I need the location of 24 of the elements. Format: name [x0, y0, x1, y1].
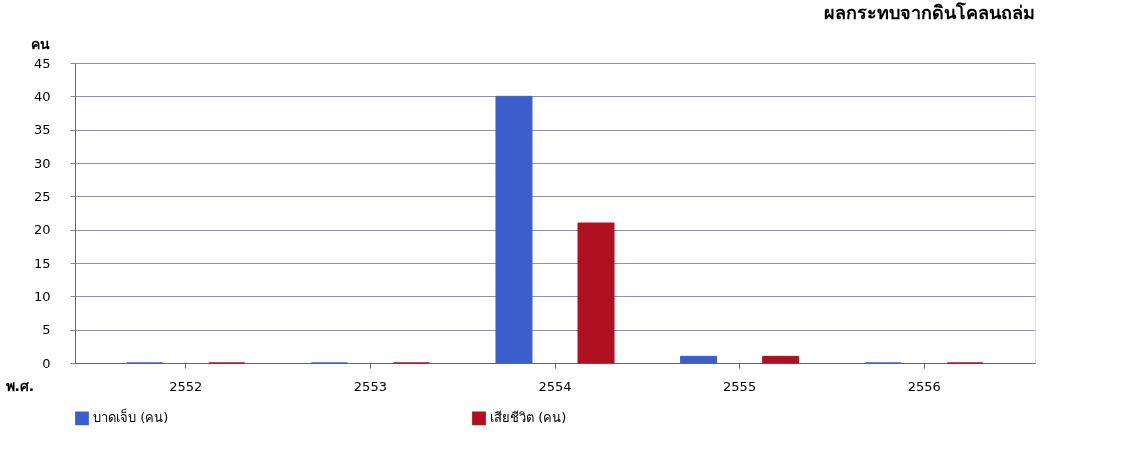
y-tick-label: 0	[42, 355, 51, 371]
y-tick-label: 40	[33, 88, 51, 104]
bar	[762, 355, 800, 364]
bar	[495, 95, 533, 364]
y-tick-label: 20	[33, 222, 51, 238]
y-tick-label: 5	[42, 322, 51, 338]
bar	[680, 355, 718, 364]
x-axis-title: พ.ศ.	[5, 377, 35, 394]
x-tick-label: 2556	[907, 378, 941, 394]
y-tick-label: 25	[33, 188, 51, 204]
bar	[577, 222, 615, 364]
legend-label: บาดเจ็บ (คน)	[93, 408, 169, 426]
x-tick-label: 2554	[538, 378, 572, 394]
y-tick-label: 15	[33, 255, 51, 271]
x-tick-label: 2552	[169, 378, 203, 394]
legend-label: เสียชีวิต (คน)	[490, 410, 567, 426]
x-tick-label: 2553	[353, 378, 387, 394]
y-tick-label: 35	[33, 122, 51, 138]
y-tick-label: 10	[33, 288, 51, 304]
y-axis-title: คน	[30, 35, 50, 52]
y-tick-label: 30	[33, 155, 51, 171]
x-tick-label: 2555	[723, 378, 757, 394]
y-tick-label: 45	[33, 55, 51, 71]
chart-title: ผลกระทบจากดินโคลนถล่ม	[824, 2, 1035, 23]
